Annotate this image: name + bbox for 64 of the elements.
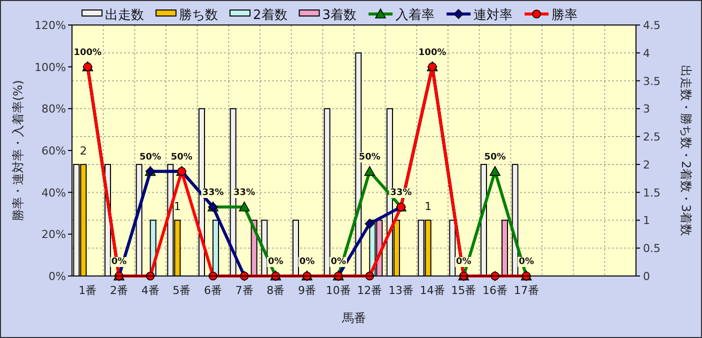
legend-label: 2着数 bbox=[253, 7, 288, 23]
data-label: 0% bbox=[456, 257, 472, 267]
point bbox=[364, 218, 375, 229]
y2-tick-label: 0 bbox=[643, 270, 650, 283]
x-tick-label: 15番 bbox=[451, 284, 476, 297]
legend-label: 出走数 bbox=[105, 8, 144, 23]
x-tick-label: 4番 bbox=[141, 284, 160, 297]
data-label: 100% bbox=[418, 48, 446, 58]
x-tick-label: 16番 bbox=[482, 284, 508, 297]
x-tick-label: 14番 bbox=[420, 284, 445, 297]
legend-label: 連対率 bbox=[474, 7, 513, 23]
x-axis-title: 馬番 bbox=[341, 311, 366, 325]
data-label: 33% bbox=[202, 188, 224, 198]
x-tick-label: 10番 bbox=[326, 284, 351, 297]
data-label: 50% bbox=[170, 152, 192, 162]
y-tick-label: 120% bbox=[34, 19, 66, 32]
y-tick-label: 60% bbox=[42, 144, 66, 158]
x-tick-label: 5番 bbox=[172, 284, 191, 297]
y2-tick-label: 0.5 bbox=[643, 242, 660, 256]
x-tick-label: 17番 bbox=[514, 284, 539, 297]
x-tick-label: 13番 bbox=[388, 284, 414, 297]
y-tick-label: 80% bbox=[42, 102, 66, 116]
data-label: 0% bbox=[268, 257, 284, 267]
y-axis-title: 勝率・連対率・入着率(%) bbox=[11, 80, 25, 221]
legend-label: 入着率 bbox=[396, 7, 435, 23]
y2-tick-label: 4.5 bbox=[643, 19, 660, 32]
y2-axis-title: 出走数・勝ち数・2着数・3着数 bbox=[679, 64, 693, 236]
y2-tick-label: 2.5 bbox=[643, 130, 660, 144]
data-label: 0% bbox=[518, 257, 534, 267]
data-label: 1 bbox=[174, 200, 181, 214]
legend-label: 勝ち数 bbox=[179, 8, 218, 23]
data-label: 50% bbox=[358, 152, 380, 162]
y-tick-label: 0% bbox=[48, 270, 66, 283]
data-label: 0% bbox=[299, 257, 315, 267]
data-label: 1 bbox=[424, 200, 432, 214]
x-tick-label: 12番 bbox=[357, 284, 382, 297]
legend-label: 3着数 bbox=[322, 7, 357, 23]
y-tick-label: 40% bbox=[42, 186, 66, 200]
x-tick-label: 7番 bbox=[235, 284, 254, 297]
y2-tick-label: 2 bbox=[643, 158, 650, 172]
data-label: 100% bbox=[74, 48, 102, 58]
point bbox=[364, 166, 376, 176]
point bbox=[238, 202, 250, 212]
legend-label: 勝率 bbox=[552, 7, 578, 23]
data-label: 33% bbox=[390, 188, 412, 198]
x-tick-label: 1番 bbox=[78, 284, 97, 297]
data-label: 0% bbox=[330, 257, 346, 267]
y2-tick-label: 1 bbox=[643, 214, 650, 228]
data-label: 0% bbox=[111, 257, 127, 267]
y2-tick-label: 1.5 bbox=[643, 186, 660, 200]
x-tick-label: 2番 bbox=[110, 284, 128, 297]
data-label: 50% bbox=[484, 152, 506, 162]
y-tick-label: 20% bbox=[42, 228, 66, 242]
data-label: 33% bbox=[234, 188, 256, 198]
point bbox=[490, 166, 500, 176]
data-label: 50% bbox=[140, 152, 162, 162]
y-tick-label: 100% bbox=[34, 60, 66, 74]
y2-tick-label: 3.5 bbox=[643, 74, 660, 88]
y2-tick-label: 4 bbox=[643, 46, 650, 60]
y2-tick-label: 3 bbox=[643, 102, 650, 116]
x-tick-label: 9番 bbox=[298, 284, 316, 297]
data-label: 2 bbox=[80, 144, 87, 158]
x-tick-label: 8番 bbox=[266, 284, 285, 297]
x-tick-label: 6番 bbox=[204, 284, 222, 297]
